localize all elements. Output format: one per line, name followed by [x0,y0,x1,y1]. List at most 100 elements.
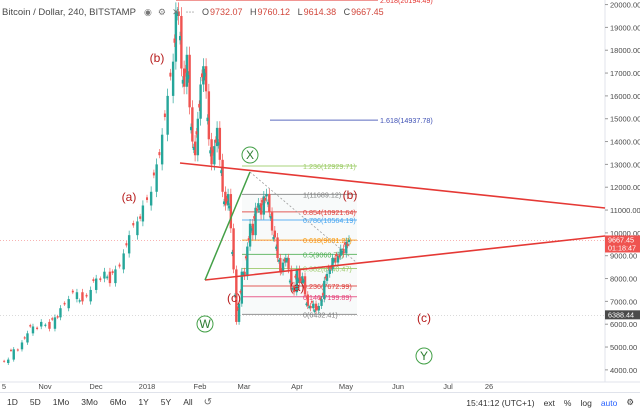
candle-body [146,197,149,200]
candle-body [225,198,228,202]
candle-body [198,103,201,108]
percent-toggle[interactable]: % [563,397,572,408]
y-tick-label: 20000.00 [610,1,640,10]
candle-body [63,302,66,305]
wave-label: W [199,317,211,331]
candle-body [152,172,155,176]
ohlc-close-value: 9667.45 [351,7,384,17]
candle-body [184,68,187,73]
timeframe-6mo[interactable]: 6Mo [109,397,127,407]
close-icon[interactable]: ✕ [172,6,180,17]
price-axis-label-bg [605,235,640,253]
candle-body [99,278,102,281]
candle-body [301,276,304,284]
candle-body [187,75,190,79]
y-tick-label: 16000.00 [610,92,640,101]
ohlc-open-key: O [201,7,209,17]
candle-body [335,253,338,257]
candle-body [310,301,313,303]
wave-label: (b) [343,188,358,202]
timeframe-5d[interactable]: 5D [29,397,41,407]
candle-body [182,68,186,87]
chart-header: Bitcoin / Dollar, 240, BITSTAMP ◉ ⚙ ✕ ⋯ … [2,5,389,19]
timeframe-5y[interactable]: 5Y [160,397,172,407]
bottom-right-controls: 15:41:12 (UTC+1) ext % log auto ⚙ [457,393,634,411]
timeframe-all[interactable]: All [183,397,193,407]
eye-icon[interactable]: ◉ [144,6,152,17]
settings-icon[interactable]: ⚙ [157,6,166,17]
ext-toggle[interactable]: ext [543,397,555,408]
candle-body [341,250,344,253]
clock-time[interactable]: 15:41:12 (UTC+1) [466,397,535,408]
x-tick-label: Apr [291,382,303,391]
candle-body [9,349,12,351]
candle-body [114,269,117,284]
wave-label: (b) [150,51,165,65]
timeframe-3mo[interactable]: 3Mo [81,397,98,407]
candle-body [158,152,161,156]
wave-label: (c) [227,291,241,305]
candle-body [288,280,291,283]
candle-body [213,146,216,165]
auto-toggle[interactable]: auto [600,397,618,408]
x-tick-label: 5 [2,382,6,391]
timeframe-1mo[interactable]: 1Mo [52,397,70,407]
y-tick-label: 5000.00 [610,343,637,352]
candle-body [180,15,183,69]
candle-body [286,258,289,261]
candle-body [51,318,54,320]
candle-body [277,259,280,262]
candle-body [122,253,125,270]
candle-body [327,266,330,269]
candle-body [338,255,341,258]
candle-body [291,287,294,290]
candle-body [141,205,145,222]
candle-body [254,207,257,236]
x-tick-label: Jun [392,382,404,391]
candle-body [281,262,285,272]
more-icon[interactable]: ⋯ [185,6,195,17]
candle-body [92,279,95,282]
candle-body [308,306,311,308]
candle-body [176,11,179,16]
candle-body [246,246,249,277]
gear-icon[interactable]: ⚙ [626,397,634,407]
candle-body [163,113,166,118]
candle-body [217,142,220,146]
candle-body [160,134,164,165]
candle-body [314,303,318,311]
x-tick-label: May [339,382,353,391]
candle-body [211,149,214,153]
candle-body [218,127,222,160]
candle-body [3,360,6,362]
candle-body [279,257,282,272]
candle-body [94,278,98,290]
candle-body [244,256,247,259]
candle-body [312,303,315,309]
candle-body [347,239,351,243]
y-tick-label: 19000.00 [610,23,640,32]
candle-body [139,216,142,219]
y-tick-label: 11000.00 [610,206,640,215]
price-axis-label-bg [605,310,640,320]
candle-body [7,359,10,364]
candle-body [188,54,191,108]
candle-body [251,223,255,236]
candle-body [149,191,153,206]
log-toggle[interactable]: log [580,397,592,408]
y-tick-label: 4000.00 [610,366,637,375]
timeframe-1d[interactable]: 1D [7,397,18,407]
symbol-title[interactable]: Bitcoin / Dollar, 240, BITSTAMP [2,6,136,18]
timeframe-1y[interactable]: 1Y [138,397,149,407]
fib-level-label: 1(11689.12) [303,190,341,199]
candle-body [243,271,246,277]
candle-body [26,333,29,343]
candle-body [240,271,244,304]
y-tick-label: 17000.00 [610,69,640,78]
price-axis-label: 9667.45 [608,235,634,244]
fib-level-label: 0.382(8440.47) [303,264,352,273]
goto-date-icon[interactable]: ↺ [203,396,213,408]
candle-body [81,292,84,302]
